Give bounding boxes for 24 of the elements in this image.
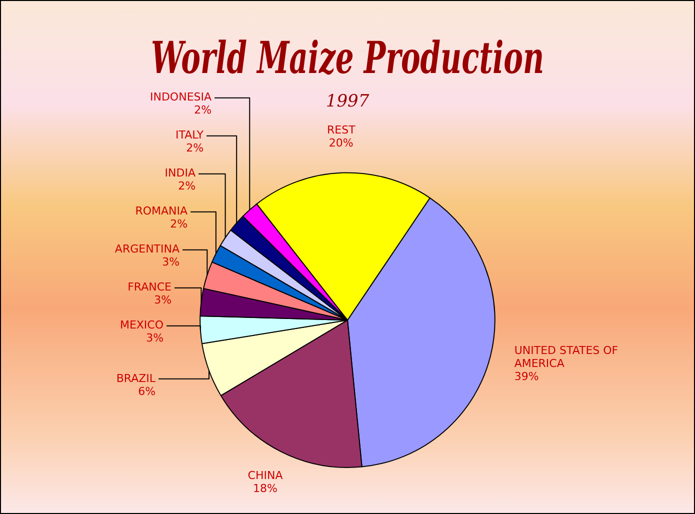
slice-label: FRANCE [128,280,172,294]
data-label: 2% [186,142,204,155]
data-label: 6% [138,384,156,398]
slice-label: UNITED STATES OF AMERICA [514,344,618,370]
slice-label: REST [326,124,356,137]
data-label: 20% [328,136,354,150]
slice-label: CHINA [248,468,284,482]
data-label: 3% [154,294,172,307]
data-label: 18% [253,482,278,495]
chart-subtitle: 1997 [326,91,370,112]
slice-label: INDIA [164,166,196,180]
data-label: 3% [162,256,180,269]
slice-label: BRAZIL [116,372,156,385]
data-label: 2% [170,218,188,231]
data-label: 2% [194,104,212,117]
slice-label: MEXICO [120,318,164,332]
slice-label: INDONESIA [150,90,212,104]
slice-label: ARGENTINA [114,242,180,256]
slice-label: ITALY [175,128,204,142]
data-label: 2% [178,180,196,193]
chart-title: World Maize Production [151,31,544,84]
slice-label: ROMANIA [135,204,188,218]
data-label: 3% [146,332,164,345]
data-label: 39% [514,370,539,384]
